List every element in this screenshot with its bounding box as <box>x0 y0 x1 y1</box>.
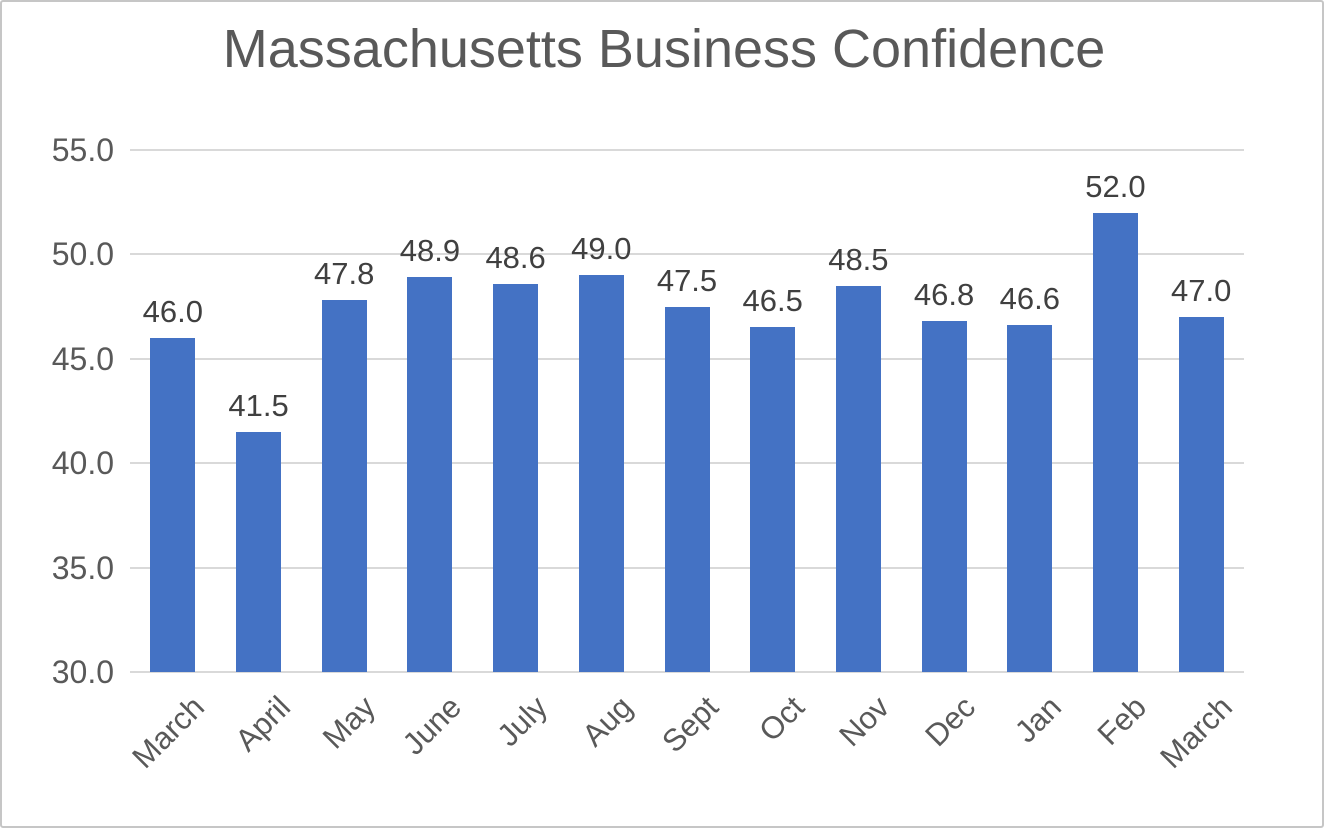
plot-area: 46.0 41.5 47.8 48.9 48.6 49.0 47.5 46.5 48.5 46.8… <box>130 149 1244 673</box>
bar <box>750 327 796 672</box>
x-tick-label: June <box>395 689 468 762</box>
bar-value-label: 46.0 <box>142 293 204 329</box>
bar <box>578 275 624 672</box>
x-tick-label: Dec <box>918 689 983 754</box>
x-tick-label: Oct <box>751 689 811 749</box>
bar-value-label: 49.0 <box>571 231 632 267</box>
x-tick-label: March <box>125 689 211 775</box>
bar-value-label: 52.0 <box>1085 168 1146 204</box>
y-tick-label: 55.0 <box>51 132 114 168</box>
x-tick-label: Aug <box>575 689 640 754</box>
bar <box>1178 317 1224 672</box>
y-tick-label: 35.0 <box>51 549 114 586</box>
x-tick-label: Sept <box>655 689 726 760</box>
bar-value-label: 48.5 <box>828 241 889 277</box>
bar <box>921 321 967 672</box>
bar-value-label: 48.6 <box>485 239 546 275</box>
gridline <box>130 253 1244 256</box>
x-tick-label: July <box>489 689 554 754</box>
bar <box>493 283 539 672</box>
y-tick-label: 30.0 <box>51 654 114 690</box>
bar-value-label: 46.8 <box>913 277 975 313</box>
bar-value-label: 47.5 <box>656 262 718 298</box>
bar-value-label: 46.5 <box>742 283 803 319</box>
bar-value-label: 48.9 <box>399 233 461 269</box>
bar-value-label: 41.5 <box>228 387 289 423</box>
bar <box>150 337 196 672</box>
bar-value-label: 47.0 <box>1170 273 1232 309</box>
gridline <box>130 671 1244 673</box>
gridline <box>130 149 1244 151</box>
bar <box>407 277 453 672</box>
x-tick-label: Nov <box>832 689 897 754</box>
x-tick-label: May <box>316 689 383 756</box>
bar <box>236 431 282 672</box>
bar <box>321 300 367 672</box>
y-tick-label: 50.0 <box>51 236 114 273</box>
bar <box>1007 325 1053 672</box>
x-tick-label: Feb <box>1090 689 1154 752</box>
y-tick-label: 45.0 <box>51 340 114 377</box>
y-tick-label: 40.0 <box>51 445 114 482</box>
chart-title: Massachusetts Business Confidence <box>222 19 1106 79</box>
x-tick-label: Jan <box>1007 689 1068 750</box>
bar <box>1092 212 1138 672</box>
bar-value-label: 47.8 <box>314 256 375 292</box>
x-tick-label: April <box>227 689 297 758</box>
x-tick-label: March <box>1153 689 1240 775</box>
bar-value-label: 46.6 <box>999 281 1060 317</box>
bar <box>664 306 710 672</box>
bar <box>835 285 881 672</box>
